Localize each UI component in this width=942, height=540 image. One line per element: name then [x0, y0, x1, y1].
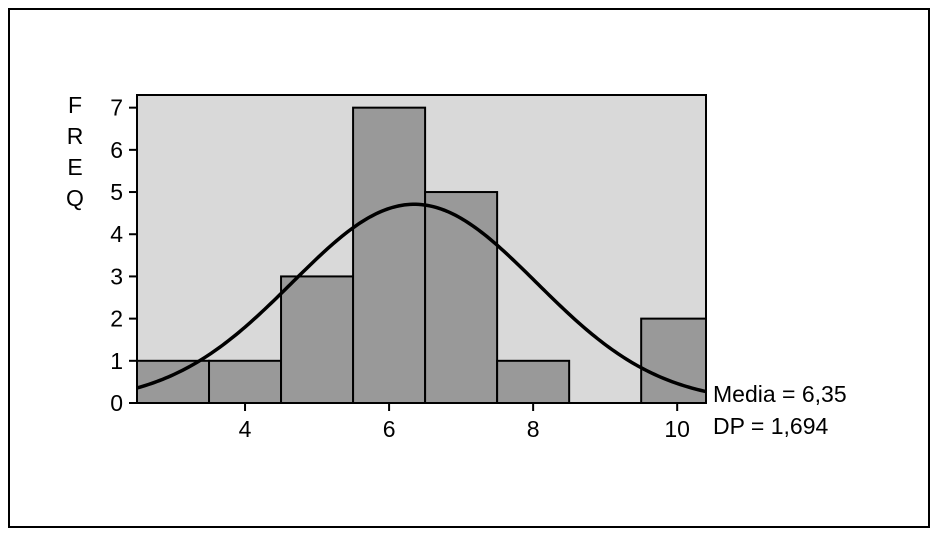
- x-tick-label: 6: [383, 416, 396, 442]
- y-tick-label: 1: [110, 348, 123, 374]
- y-label-letter: F: [68, 92, 82, 118]
- histogram-bars: [136, 106, 707, 405]
- histogram-bar: [352, 106, 427, 404]
- y-tick-label: 0: [110, 390, 123, 416]
- y-label-letter: E: [67, 154, 82, 180]
- mean-label: Media = 6,35: [713, 381, 847, 407]
- y-label-letter: Q: [66, 185, 84, 211]
- y-label-letter: R: [67, 123, 84, 149]
- histogram-bar: [208, 359, 283, 405]
- axes: 0 1 2 3 4 5 6 7 4 6 8 10: [110, 95, 690, 442]
- y-tick-label: 2: [110, 306, 123, 332]
- y-tick-label: 5: [110, 179, 123, 205]
- y-tick-label: 4: [110, 221, 123, 247]
- histogram-bar: [280, 275, 355, 404]
- x-tick-label: 8: [527, 416, 540, 442]
- y-tick-label: 7: [110, 95, 123, 121]
- histogram-bar: [136, 359, 211, 405]
- normal-curve: [136, 202, 707, 394]
- x-tick-label: 10: [664, 416, 690, 442]
- sd-label: DP = 1,694: [713, 413, 829, 439]
- x-tick-label: 4: [239, 416, 252, 442]
- y-tick-label: 6: [110, 137, 123, 163]
- histogram-bar: [496, 359, 571, 405]
- histogram-bar: [424, 191, 499, 404]
- y-tick-label: 3: [110, 263, 123, 289]
